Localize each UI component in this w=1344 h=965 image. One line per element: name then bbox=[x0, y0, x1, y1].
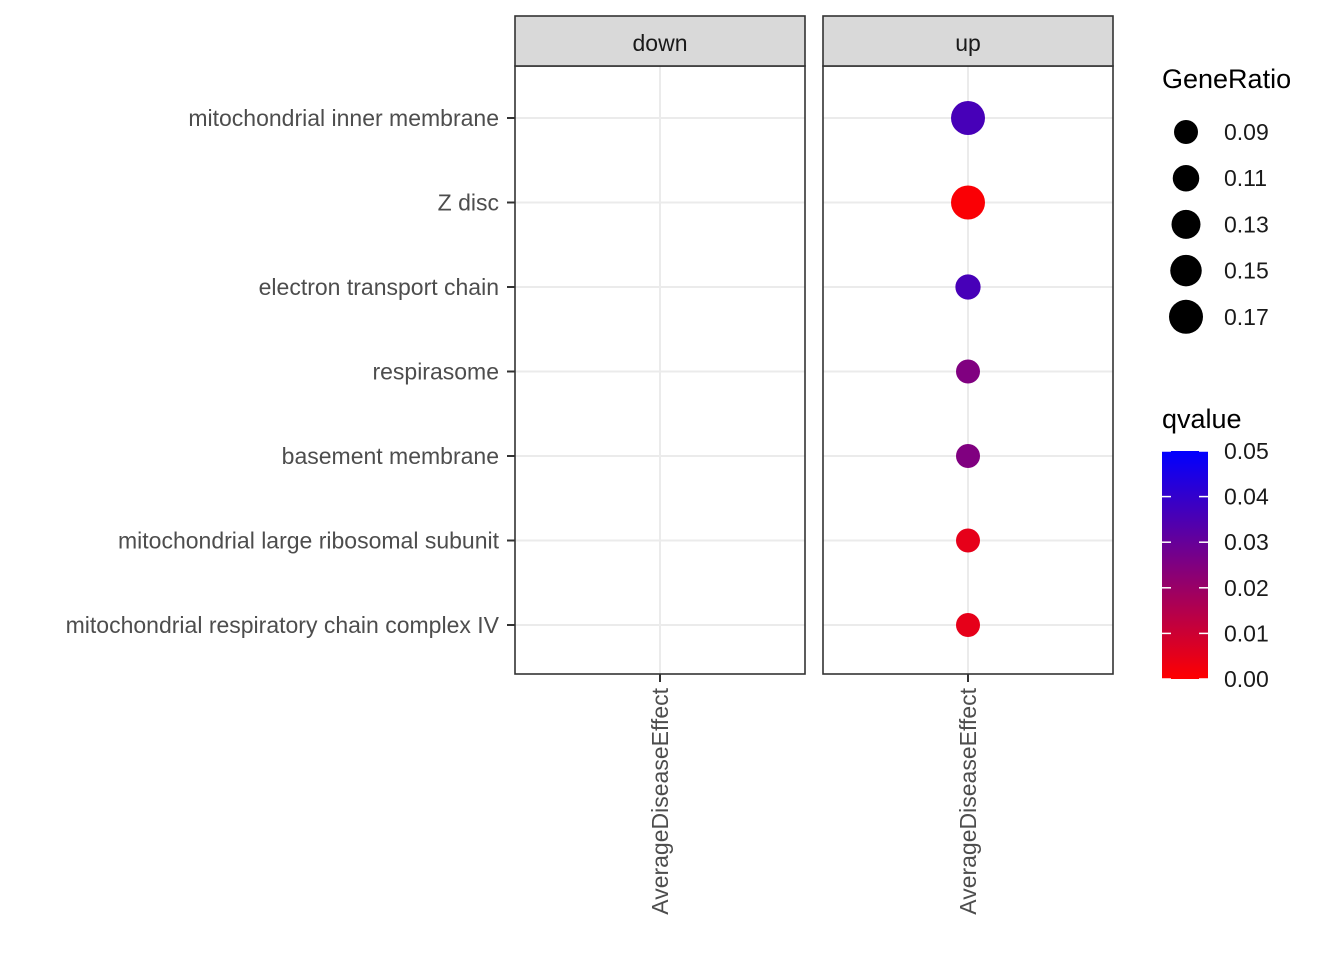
data-point bbox=[951, 185, 985, 220]
facet-label: down bbox=[633, 30, 688, 56]
size-legend-key bbox=[1169, 299, 1203, 334]
y-tick-label: mitochondrial respiratory chain complex … bbox=[66, 612, 500, 638]
x-tick-label: AverageDiseaseEffect bbox=[955, 687, 981, 914]
y-tick-label: basement membrane bbox=[282, 443, 499, 469]
size-legend-label: 0.11 bbox=[1224, 165, 1267, 191]
size-legend-key bbox=[1172, 164, 1200, 192]
color-legend-label: 0.01 bbox=[1224, 620, 1269, 646]
size-legend-label: 0.17 bbox=[1224, 304, 1269, 330]
y-tick-label: Z disc bbox=[438, 190, 499, 216]
size-legend-title: GeneRatio bbox=[1162, 64, 1291, 94]
facet-strip bbox=[822, 15, 1114, 67]
data-point bbox=[951, 101, 985, 135]
color-legend-label: 0.00 bbox=[1224, 666, 1269, 692]
x-tick-label: AverageDiseaseEffect bbox=[647, 687, 673, 914]
facet-label: up bbox=[955, 30, 981, 56]
color-legend-label: 0.05 bbox=[1224, 438, 1269, 464]
color-legend-label: 0.03 bbox=[1224, 529, 1269, 555]
color-legend-label: 0.02 bbox=[1224, 575, 1269, 601]
data-point bbox=[956, 359, 980, 384]
size-legend-label: 0.09 bbox=[1224, 119, 1269, 145]
size-legend-label: 0.13 bbox=[1224, 211, 1269, 237]
y-tick-label: electron transport chain bbox=[259, 274, 499, 300]
y-tick-label: mitochondrial inner membrane bbox=[188, 105, 499, 131]
facet-strip bbox=[514, 15, 806, 67]
color-legend-label: 0.04 bbox=[1224, 484, 1269, 510]
y-tick-label: respirasome bbox=[372, 359, 499, 385]
data-point bbox=[956, 613, 980, 637]
data-point bbox=[956, 444, 980, 468]
panel-down: down AverageDiseaseEffect bbox=[514, 15, 806, 915]
size-legend-label: 0.15 bbox=[1224, 258, 1269, 284]
panel-up: up AverageDiseaseEffect bbox=[822, 15, 1114, 915]
data-point bbox=[955, 274, 981, 300]
color-legend-bar bbox=[1162, 451, 1208, 679]
size-legend-key bbox=[1171, 209, 1201, 239]
size-legend-key bbox=[1174, 120, 1198, 144]
size-legend-key bbox=[1170, 254, 1202, 287]
y-tick-label: mitochondrial large ribosomal subunit bbox=[118, 528, 500, 554]
color-legend-title: qvalue bbox=[1162, 404, 1242, 434]
data-point bbox=[956, 528, 980, 553]
